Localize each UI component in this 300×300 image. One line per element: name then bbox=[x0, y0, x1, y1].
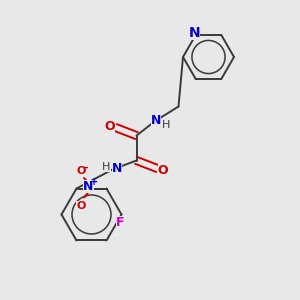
Text: N: N bbox=[112, 162, 122, 175]
Text: O: O bbox=[76, 201, 86, 211]
Text: +: + bbox=[89, 177, 98, 187]
Text: H: H bbox=[102, 161, 111, 172]
Text: O: O bbox=[76, 166, 86, 176]
Text: O: O bbox=[105, 119, 116, 133]
Text: -: - bbox=[83, 163, 88, 172]
Text: H: H bbox=[162, 120, 170, 130]
Text: F: F bbox=[116, 215, 124, 229]
Text: N: N bbox=[151, 113, 161, 127]
Text: O: O bbox=[158, 164, 168, 177]
Text: N: N bbox=[83, 180, 94, 193]
Text: N: N bbox=[188, 26, 200, 40]
